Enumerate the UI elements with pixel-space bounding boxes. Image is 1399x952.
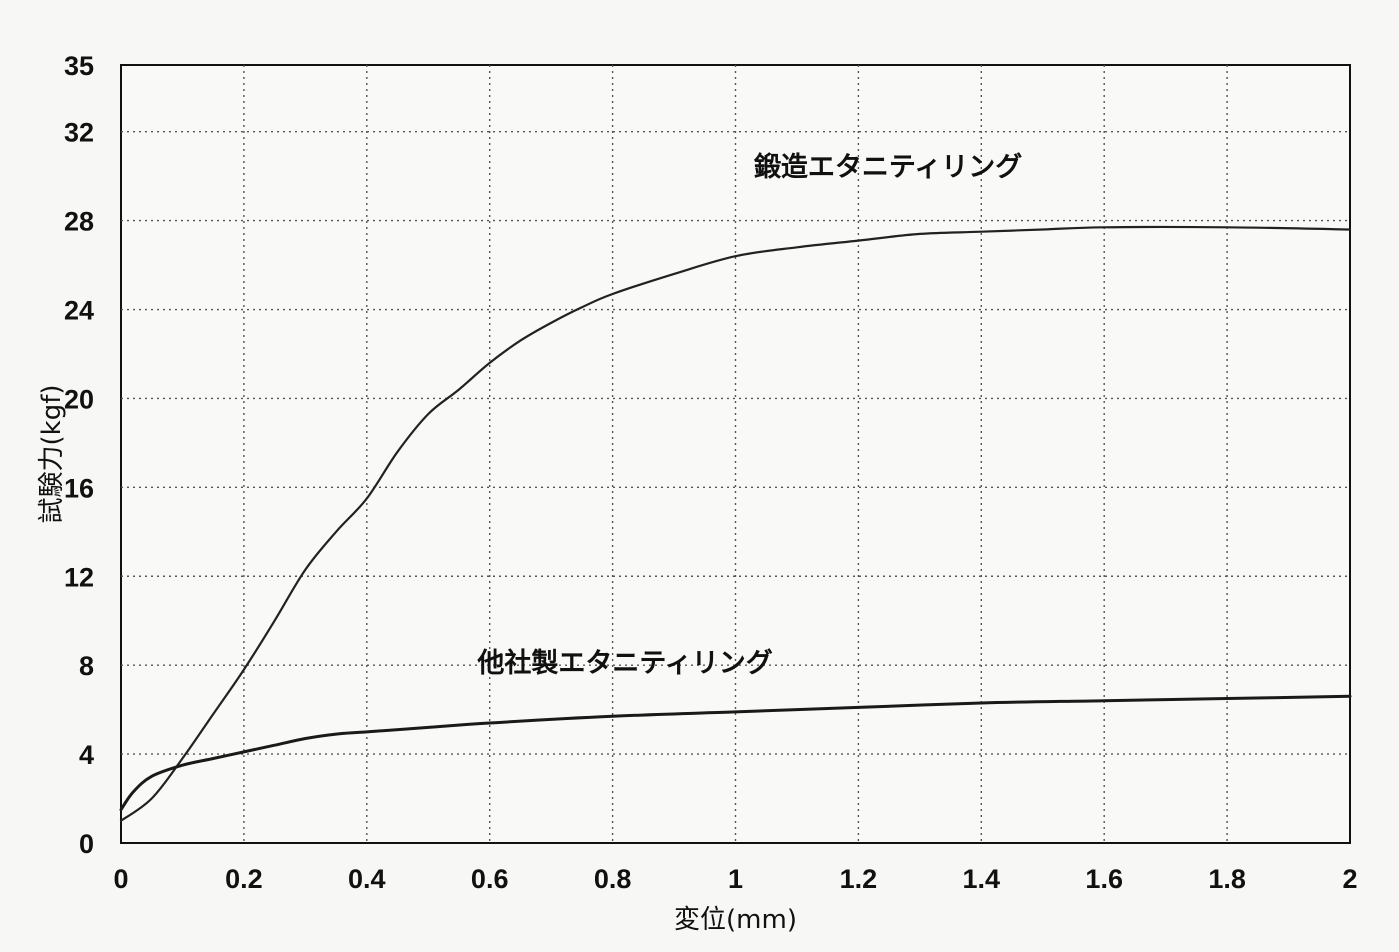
x-tick-label: 0	[113, 864, 128, 894]
y-tick-label: 12	[64, 562, 94, 592]
x-tick-label: 1	[728, 864, 743, 894]
x-axis-label: 変位(mm)	[674, 905, 797, 935]
x-tick-label: 1.4	[963, 864, 1001, 894]
x-tick-label: 1.2	[840, 864, 878, 894]
series-line-forged	[119, 225, 1352, 822]
x-tick-label: 0.2	[225, 864, 263, 894]
y-tick-label: 35	[64, 51, 94, 81]
y-axis-ticks: 0 4 8 12 16 20 24 28 32 35	[64, 51, 94, 859]
x-tick-label: 1.6	[1085, 864, 1123, 894]
series-line-other-maker	[119, 694, 1352, 812]
y-tick-label: 0	[79, 829, 94, 859]
y-axis-label: 試験力(kgf)	[37, 384, 67, 523]
x-tick-label: 1.8	[1208, 864, 1246, 894]
x-axis-ticks: 0 0.2 0.4 0.6 0.8 1 1.2 1.4 1.6 1.8 2	[113, 864, 1357, 894]
series-label-other-maker: 他社製エタニティリング	[476, 647, 772, 679]
grid	[121, 65, 1350, 843]
series-label-forged: 鍛造エタニティリング	[754, 151, 1022, 183]
x-tick-label: 0.8	[594, 864, 632, 894]
y-tick-label: 32	[64, 118, 94, 148]
y-tick-label: 24	[64, 296, 94, 326]
y-tick-label: 16	[64, 473, 94, 503]
series-group	[119, 225, 1352, 822]
y-tick-label: 4	[79, 740, 94, 770]
x-tick-label: 0.4	[348, 864, 386, 894]
x-tick-label: 0.6	[471, 864, 509, 894]
y-tick-label: 20	[64, 384, 94, 414]
x-tick-label: 2	[1342, 864, 1357, 894]
y-tick-label: 28	[64, 207, 94, 237]
y-tick-label: 8	[79, 651, 94, 681]
